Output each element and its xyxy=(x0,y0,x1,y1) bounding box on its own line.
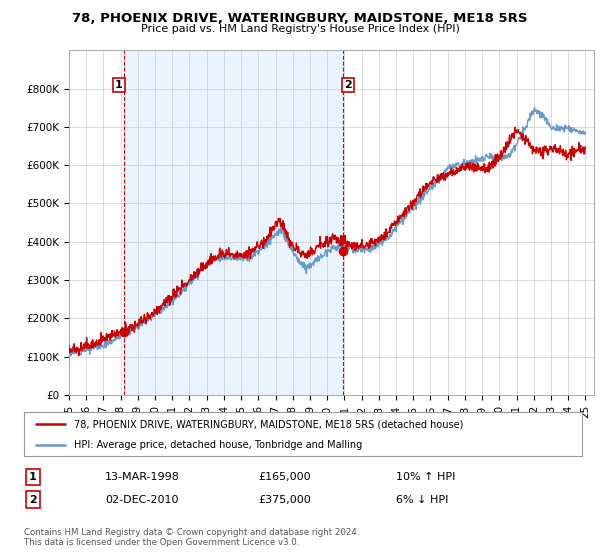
Text: £165,000: £165,000 xyxy=(258,472,311,482)
Text: Price paid vs. HM Land Registry's House Price Index (HPI): Price paid vs. HM Land Registry's House … xyxy=(140,24,460,34)
Text: 02-DEC-2010: 02-DEC-2010 xyxy=(105,494,179,505)
Text: 1: 1 xyxy=(115,80,123,90)
Text: 10% ↑ HPI: 10% ↑ HPI xyxy=(396,472,455,482)
Text: 13-MAR-1998: 13-MAR-1998 xyxy=(105,472,180,482)
Text: 2: 2 xyxy=(29,494,37,505)
Bar xyxy=(124,50,343,395)
Text: HPI: Average price, detached house, Tonbridge and Malling: HPI: Average price, detached house, Tonb… xyxy=(74,440,362,450)
Text: 78, PHOENIX DRIVE, WATERINGBURY, MAIDSTONE, ME18 5RS: 78, PHOENIX DRIVE, WATERINGBURY, MAIDSTO… xyxy=(72,12,528,25)
Text: Contains HM Land Registry data © Crown copyright and database right 2024.
This d: Contains HM Land Registry data © Crown c… xyxy=(24,528,359,547)
Text: 78, PHOENIX DRIVE, WATERINGBURY, MAIDSTONE, ME18 5RS (detached house): 78, PHOENIX DRIVE, WATERINGBURY, MAIDSTO… xyxy=(74,419,464,429)
Text: £375,000: £375,000 xyxy=(258,494,311,505)
Text: 6% ↓ HPI: 6% ↓ HPI xyxy=(396,494,448,505)
Text: 1: 1 xyxy=(29,472,37,482)
Text: 2: 2 xyxy=(344,80,352,90)
